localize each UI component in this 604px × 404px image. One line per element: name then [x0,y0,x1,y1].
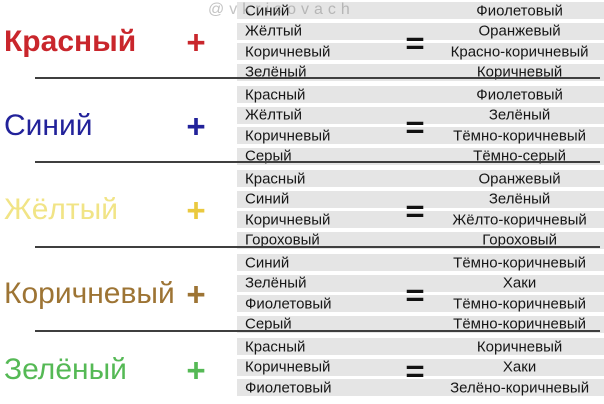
added-color: Жёлтый [245,106,302,124]
base-color-label: Красный [4,25,137,58]
mix-row: Синий Тёмно-коричневый [237,254,604,271]
added-color: Гороховый [245,231,320,249]
result-color: Тёмно-коричневый [453,127,586,144]
plus-operator: + [186,23,206,61]
mix-row: Жёлтый Оранжевый [237,22,604,40]
mix-row: Зелёный Хаки [237,274,604,292]
added-color: Серый [245,315,292,333]
result-color: Хаки [502,358,537,376]
mix-rows: Красный Фиолетовый Жёлтый Зелёный Коричн… [237,84,604,168]
added-color: Серый [245,147,292,165]
mix-row: Коричневый Жёлто-коричневый [237,211,604,228]
mix-row: Коричневый Тёмно-коричневый [237,127,604,144]
mix-block-blue: Синий + Красный Фиолетовый Жёлтый Зелёны… [0,84,604,168]
mix-rows: Синий Фиолетовый Жёлтый Оранжевый Коричн… [237,0,604,84]
equals-operator: = [405,279,425,312]
result-color: Фиолетовый [476,86,563,103]
mix-row: Серый Тёмно-коричневый [237,315,604,333]
mix-row: Синий Фиолетовый [237,2,604,19]
result-color: Жёлто-коричневый [452,211,587,228]
equals-operator: = [405,27,425,60]
added-color: Фиолетовый [245,379,332,396]
added-color: Коричневый [245,358,331,376]
result-color: Зелёно-коричневый [450,379,590,396]
mix-row: Коричневый Хаки [237,358,604,376]
mix-row: Гороховый Гороховый [237,231,604,249]
base-color-label: Зелёный [4,353,127,386]
result-color: Оранжевый [478,22,561,40]
result-color: Хаки [502,274,537,292]
mix-row: Коричневый Красно-коричневый [237,43,604,60]
result-color: Тёмно-серый [473,147,566,165]
mix-rows: Красный Оранжевый Синий Зелёный Коричнев… [237,168,604,252]
added-color: Фиолетовый [245,295,332,312]
divider [35,330,600,332]
base-color-label: Синий [4,109,93,142]
divider [35,246,600,248]
result-color: Коричневый [476,63,563,81]
plus-operator: + [186,191,206,229]
added-color: Красный [245,170,306,187]
added-color: Синий [245,2,290,19]
mix-row: Зелёный Коричневый [237,63,604,81]
result-color: Зелёный [488,106,551,124]
mix-rows: Красный Коричневый Коричневый Хаки Фиоле… [237,336,604,404]
result-color: Тёмно-коричневый [453,254,586,271]
added-color: Синий [245,254,290,271]
result-color: Красно-коричневый [450,43,589,60]
mix-block-yellow: Жёлтый + Красный Оранжевый Синий Зелёный… [0,168,604,252]
added-color: Синий [245,190,290,208]
equals-operator: = [405,195,425,228]
mix-row: Серый Тёмно-серый [237,147,604,165]
mix-row: Фиолетовый Зелёно-коричневый [237,379,604,396]
added-color: Красный [245,86,306,103]
added-color: Красный [245,338,306,355]
equals-operator: = [405,355,425,388]
mix-block-brown: Коричневый + Синий Тёмно-коричневый Зелё… [0,252,604,336]
result-color: Фиолетовый [476,2,563,19]
mix-block-red: Красный + Синий Фиолетовый Жёлтый Оранже… [0,0,604,84]
plus-operator: + [186,275,206,313]
base-color-label: Жёлтый [4,193,118,226]
mix-row: Красный Оранжевый [237,170,604,187]
result-color: Тёмно-коричневый [453,315,586,333]
added-color: Жёлтый [245,22,302,40]
added-color: Коричневый [245,43,331,60]
added-color: Коричневый [245,127,331,144]
mix-row: Синий Зелёный [237,190,604,208]
mix-row: Красный Фиолетовый [237,86,604,103]
mix-row: Жёлтый Зелёный [237,106,604,124]
plus-operator: + [186,107,206,145]
result-color: Гороховый [482,231,557,249]
mix-block-green: Зелёный + Красный Коричневый Коричневый … [0,336,604,404]
base-color-label: Коричневый [4,277,175,310]
divider [35,161,600,163]
plus-operator: + [186,351,206,389]
added-color: Зелёный [245,274,307,292]
added-color: Зелёный [245,63,307,81]
result-color: Тёмно-коричневый [453,295,586,312]
added-color: Коричневый [245,211,331,228]
watermark: @vkrisovach [208,1,355,18]
result-color: Коричневый [476,338,563,355]
divider [35,77,600,79]
mix-row: Фиолетовый Тёмно-коричневый [237,295,604,312]
equals-operator: = [405,111,425,144]
result-color: Зелёный [488,190,551,208]
mix-rows: Синий Тёмно-коричневый Зелёный Хаки Фиол… [237,252,604,336]
result-color: Оранжевый [478,170,561,187]
mix-row: Красный Коричневый [237,338,604,355]
